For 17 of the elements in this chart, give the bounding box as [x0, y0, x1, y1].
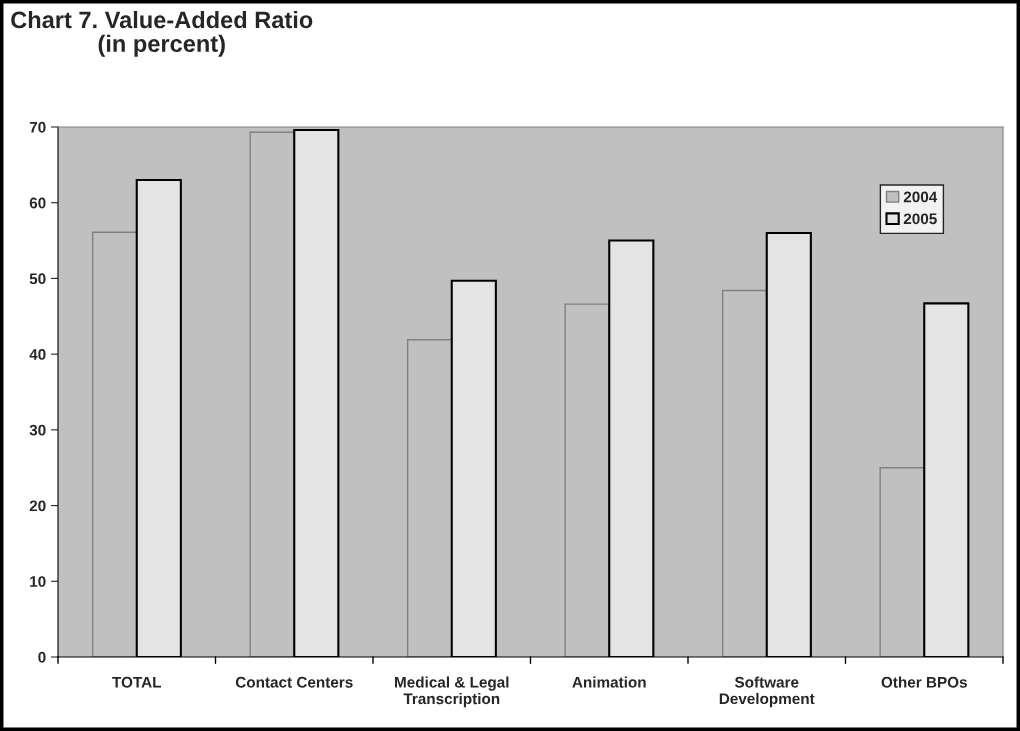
- y-tick-label: 60: [29, 197, 46, 209]
- legend-label: 2004: [903, 191, 938, 203]
- x-tick-label: Other BPOs: [881, 676, 967, 688]
- y-tick-label: 20: [29, 500, 46, 512]
- y-tick-label: 10: [30, 576, 46, 587]
- x-tick-label: Animation: [572, 676, 646, 688]
- chart-title: Chart 7. Value-Added Ratio (in percent): [11, 10, 313, 57]
- y-tick-label: 50: [29, 273, 46, 285]
- x-tick-label: Contact Centers: [235, 676, 353, 688]
- y-tick-label: 0: [38, 651, 46, 663]
- y-tick-label: 30: [29, 424, 46, 436]
- legend-label: 2005: [903, 213, 937, 225]
- y-tick-label: 40: [29, 349, 46, 360]
- x-tick-label: TOTAL: [112, 676, 162, 688]
- x-tick-label: Software Development: [719, 676, 815, 708]
- y-tick-label: 70: [29, 121, 46, 133]
- x-tick-label: Medical & Legal Transcription: [395, 676, 509, 708]
